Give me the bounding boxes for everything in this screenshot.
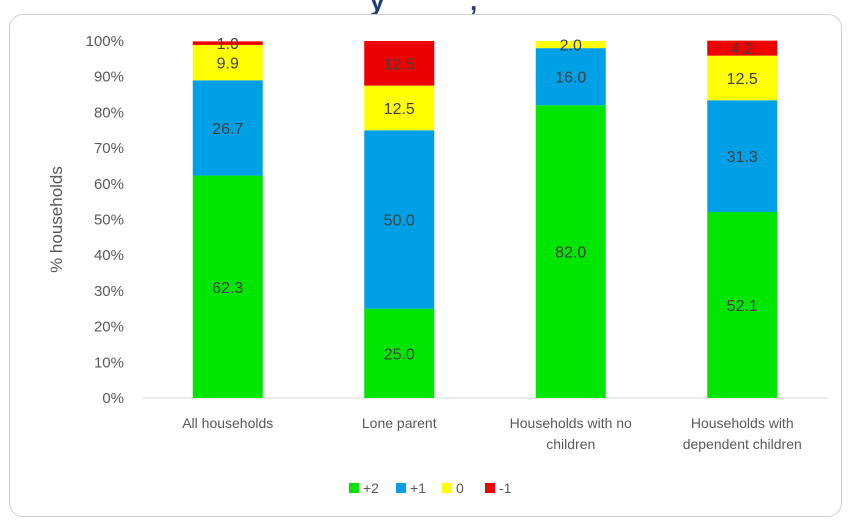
x-category-label: All households xyxy=(182,415,273,431)
x-category-label: Households with xyxy=(691,415,794,431)
y-tick-label: 0% xyxy=(102,390,124,407)
y-tick-label: 60% xyxy=(94,176,124,193)
y-tick-label: 50% xyxy=(94,212,124,229)
x-category-label: Lone parent xyxy=(362,415,437,431)
bar-segment xyxy=(707,55,778,101)
data-label: 82.0 xyxy=(555,245,586,262)
y-tick-label: 90% xyxy=(94,69,124,86)
legend-swatch xyxy=(442,483,452,493)
data-label: 26.7 xyxy=(212,121,243,138)
x-category-label: children xyxy=(546,436,595,452)
bar-segment xyxy=(364,308,435,398)
bar-segment xyxy=(707,40,778,56)
legend-label: -1 xyxy=(499,480,512,496)
data-label: 12.5 xyxy=(384,101,415,118)
axes: 0% 10% 20% 30% 40% 50% 60% 70% 80% 90% 100% % house… xyxy=(47,33,828,452)
clipped-title-fragment: y xyxy=(370,0,385,16)
data-label: 9.9 xyxy=(217,56,239,73)
bar-segment xyxy=(535,41,606,49)
data-label: 62.3 xyxy=(212,280,243,297)
y-axis-title: % households xyxy=(47,166,66,273)
data-label: 1.0 xyxy=(217,36,239,53)
x-category-label: dependent children xyxy=(683,436,802,452)
legend: +2 +1 0 -1 xyxy=(349,480,512,496)
y-tick-label: 80% xyxy=(94,104,124,121)
y-tick-label: 70% xyxy=(94,140,124,157)
bar-segment xyxy=(364,85,435,131)
legend-swatch xyxy=(349,483,359,493)
bar-segment xyxy=(192,41,263,45)
y-tick-label: 40% xyxy=(94,247,124,264)
legend-swatch xyxy=(396,483,406,493)
data-label: 25.0 xyxy=(384,346,415,363)
data-label: 52.1 xyxy=(727,298,758,315)
data-label: 12.5 xyxy=(384,56,415,73)
legend-swatch xyxy=(485,483,495,493)
data-labels: 62.3 26.7 9.9 1.0 25.0 50.0 12.5 12.5 82.0 16.0 2.… xyxy=(212,36,758,363)
legend-label: 0 xyxy=(456,480,464,496)
x-category-label: Households with no xyxy=(510,415,632,431)
data-label: 50.0 xyxy=(384,213,415,230)
bar-segment xyxy=(535,105,606,398)
bars xyxy=(192,40,778,398)
data-label: 16.0 xyxy=(555,70,586,87)
y-tick-label: 100% xyxy=(86,33,124,50)
data-label: 12.5 xyxy=(727,71,758,88)
y-tick-label: 10% xyxy=(94,354,124,371)
clipped-title-strip: y , xyxy=(0,0,849,16)
data-label: 4.2 xyxy=(731,41,753,58)
legend-label: +1 xyxy=(410,480,426,496)
bar-segment xyxy=(535,48,606,106)
bar-segment xyxy=(192,80,263,176)
legend-label: +2 xyxy=(363,480,379,496)
y-tick-label: 30% xyxy=(94,283,124,300)
y-tick-label: 20% xyxy=(94,319,124,336)
data-label: 31.3 xyxy=(727,149,758,166)
bar-segment xyxy=(364,41,435,86)
bar-segment xyxy=(192,175,263,398)
bar-segment xyxy=(192,44,263,81)
clipped-title-fragment: , xyxy=(470,0,478,16)
bar-segment xyxy=(364,130,435,309)
bar-segment xyxy=(707,100,778,213)
data-label: 2.0 xyxy=(560,38,582,55)
bar-segment xyxy=(707,212,778,398)
